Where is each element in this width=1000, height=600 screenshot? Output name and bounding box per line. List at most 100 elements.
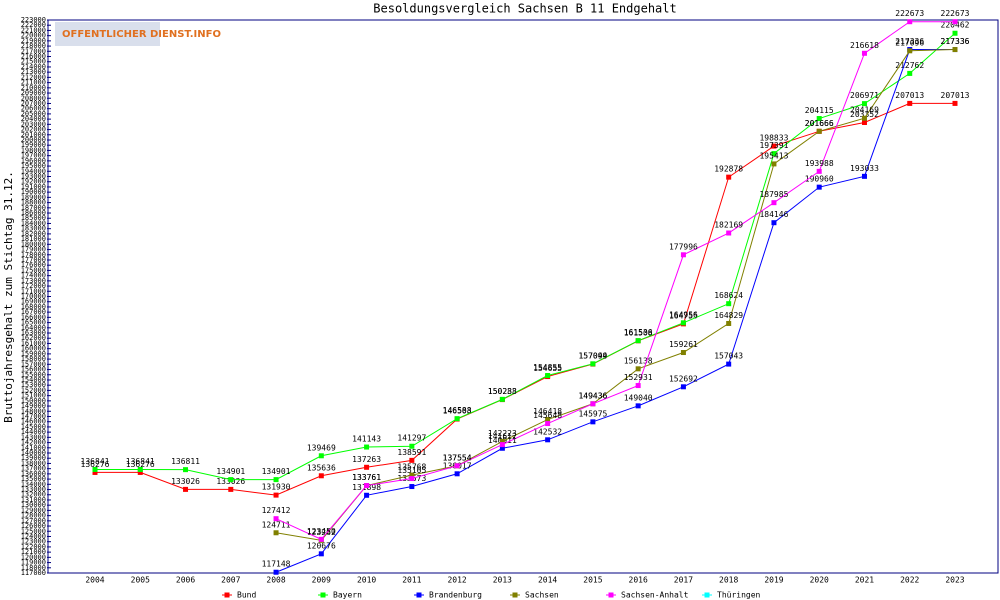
- y-tick-label: 166000: [21, 313, 46, 321]
- point: [907, 19, 913, 25]
- point: [726, 174, 732, 180]
- y-tick-label: 178000: [21, 251, 46, 259]
- point: [907, 48, 913, 54]
- value-label: 123262: [307, 528, 336, 537]
- y-tick-label: 150000: [21, 397, 46, 405]
- y-tick-label: 144000: [21, 428, 46, 436]
- y-tick-label: 131000: [21, 496, 46, 504]
- y-tick-label: 153000: [21, 381, 46, 389]
- point: [228, 486, 234, 492]
- y-tick-label: 157000: [21, 360, 46, 368]
- series-line: [275, 49, 955, 573]
- y-tick-label: 145000: [21, 423, 46, 431]
- x-tick-label: 2006: [176, 576, 195, 585]
- point: [726, 301, 732, 307]
- point: [680, 384, 686, 390]
- y-axis-label: Bruttojahresgehalt zum Stichtag 31.12.: [2, 171, 15, 423]
- y-tick-label: 210000: [21, 84, 46, 92]
- x-tick-label: 2007: [221, 576, 240, 585]
- point: [499, 445, 505, 451]
- point: [907, 100, 913, 106]
- y-tick-label: 127000: [21, 517, 46, 525]
- y-tick-label: 203000: [21, 120, 46, 128]
- value-label: 201666: [805, 119, 834, 128]
- legend-marker: [704, 592, 710, 598]
- legend-label: Brandenburg: [429, 591, 482, 600]
- y-tick-label: 122000: [21, 543, 46, 551]
- x-tick-label: 2021: [855, 576, 874, 585]
- point: [861, 120, 867, 126]
- y-tick-label: 198000: [21, 146, 46, 154]
- value-label: 133761: [352, 473, 381, 482]
- point: [816, 184, 822, 190]
- y-tick-label: 133000: [21, 486, 46, 494]
- y-tick-label: 204000: [21, 115, 46, 123]
- x-tick-label: 2016: [629, 576, 648, 585]
- point: [545, 437, 551, 443]
- x-tick-label: 2022: [900, 576, 919, 585]
- value-label: 195413: [759, 151, 788, 160]
- y-tick-label: 180000: [21, 240, 46, 248]
- value-label: 217336: [941, 37, 970, 46]
- point: [635, 366, 641, 372]
- y-tick-label: 174000: [21, 272, 46, 280]
- point: [183, 467, 189, 473]
- legend-marker: [512, 592, 518, 598]
- y-tick-label: 128000: [21, 512, 46, 520]
- y-tick-label: 163000: [21, 329, 46, 337]
- y-tick-label: 156000: [21, 366, 46, 374]
- point: [726, 230, 732, 236]
- y-tick-label: 199000: [21, 141, 46, 149]
- y-tick-label: 215000: [21, 58, 46, 66]
- value-label: 146418: [533, 407, 562, 416]
- y-tick-label: 179000: [21, 246, 46, 254]
- point: [364, 464, 370, 470]
- point: [590, 419, 596, 425]
- x-tick-label: 2015: [583, 576, 602, 585]
- value-label: 131930: [262, 483, 291, 492]
- y-tick-label: 149000: [21, 402, 46, 410]
- y-tick-label: 186000: [21, 209, 46, 217]
- value-label: 150283: [488, 387, 517, 396]
- point: [318, 453, 324, 459]
- point: [952, 19, 958, 25]
- point: [771, 200, 777, 206]
- y-tick-label: 136000: [21, 470, 46, 478]
- point: [137, 466, 143, 472]
- y-tick-label: 165000: [21, 319, 46, 327]
- point: [228, 477, 234, 483]
- y-tick-label: 168000: [21, 303, 46, 311]
- y-tick-label: 208000: [21, 94, 46, 102]
- value-label: 187985: [759, 190, 788, 199]
- y-tick-label: 123000: [21, 538, 46, 546]
- y-tick-label: 164000: [21, 324, 46, 332]
- y-tick-label: 148000: [21, 407, 46, 415]
- y-tick-label: 184000: [21, 219, 46, 227]
- y-tick-label: 161000: [21, 339, 46, 347]
- legend-marker: [224, 592, 230, 598]
- value-label: 154655: [533, 364, 562, 373]
- point: [92, 466, 98, 472]
- value-label: 149436: [578, 391, 607, 400]
- value-label: 149436: [578, 391, 607, 400]
- value-label: 203352: [850, 110, 879, 119]
- value-label: 161508: [624, 328, 653, 337]
- value-label: 207013: [941, 91, 970, 100]
- value-label: 222673: [941, 9, 970, 18]
- y-tick-label: 195000: [21, 162, 46, 170]
- value-label: 207013: [895, 91, 924, 100]
- point: [318, 536, 324, 542]
- value-label: 157044: [578, 352, 607, 361]
- point: [771, 143, 777, 149]
- plot-frame: [47, 19, 999, 574]
- value-label: 222673: [895, 9, 924, 18]
- value-label: 216618: [850, 41, 879, 50]
- y-tick-label: 117000: [21, 569, 46, 577]
- y-tick-label: 143000: [21, 433, 46, 441]
- y-tick-label: 147000: [21, 412, 46, 420]
- y-tick-label: 218000: [21, 42, 46, 50]
- value-label: 134901: [216, 467, 245, 476]
- point: [454, 463, 460, 469]
- value-label: 117148: [262, 560, 291, 569]
- y-tick-label: 170000: [21, 293, 46, 301]
